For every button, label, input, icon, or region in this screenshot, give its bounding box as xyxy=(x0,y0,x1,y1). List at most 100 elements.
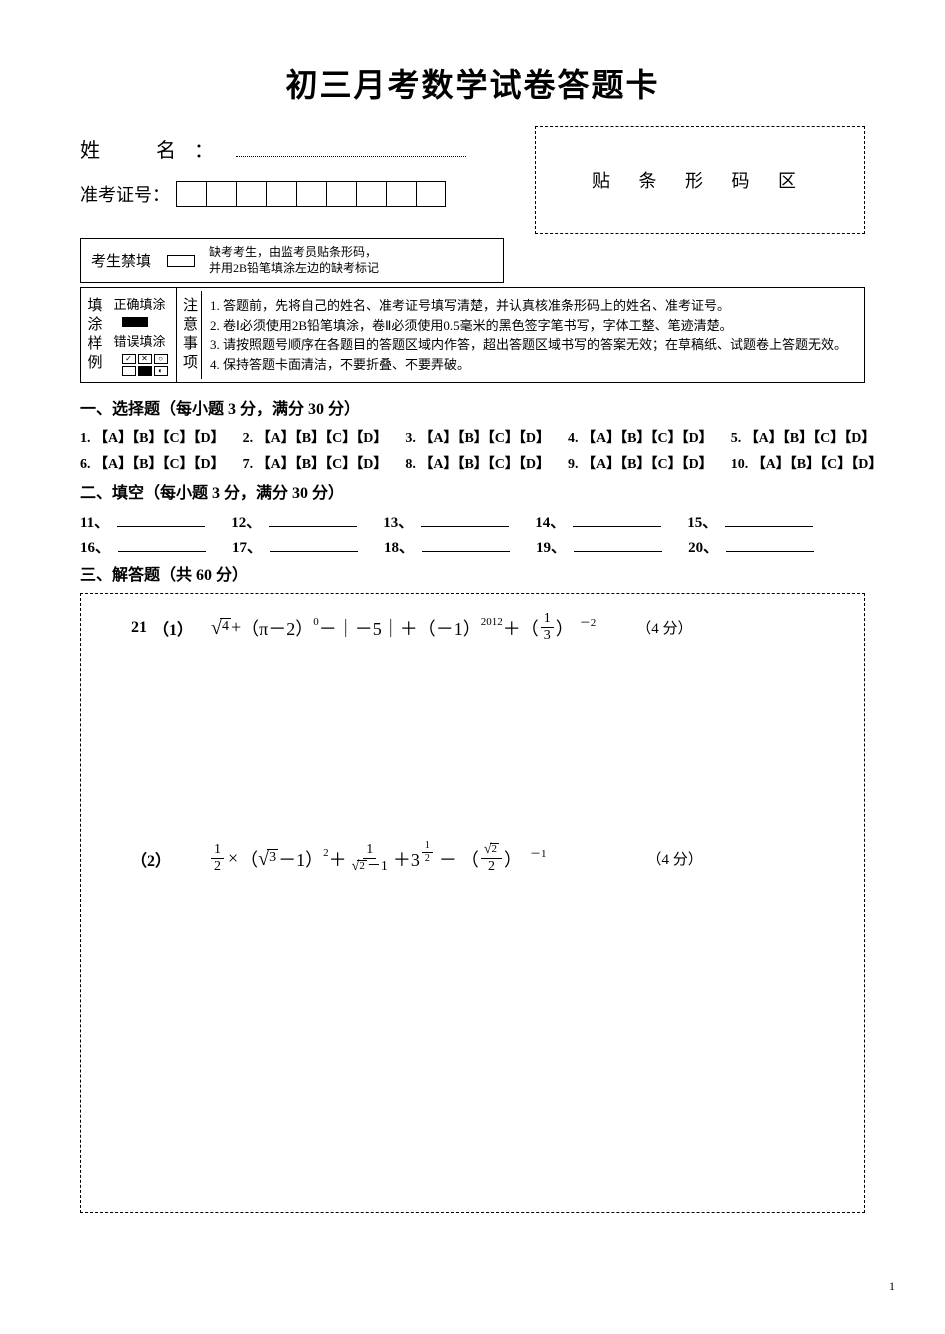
fill-item[interactable]: 17、 xyxy=(232,536,358,557)
ticket-box-3[interactable] xyxy=(236,181,266,207)
mc-line-1: 1. 【A】【B】【C】【D】 2. 【A】【B】【C】【D】 3. 【A】【B】【… xyxy=(80,427,865,447)
mc-item[interactable]: 6. 【A】【B】【C】【D】 xyxy=(80,453,225,473)
m1-neg1: （－1） xyxy=(418,615,481,641)
m2-plus2: ＋3 xyxy=(393,846,420,872)
note-3: 3. 请按照题号顺序在各题目的答题区域内作答，超出答题区域书写的答案无效；在草稿… xyxy=(210,335,847,355)
q21-part1-label: （1） xyxy=(153,616,193,640)
ticket-row: 准考证号： xyxy=(80,181,515,207)
absent-text: 缺考考生，由监考员贴条形码， 并用2B铅笔填涂左边的缺考标记 xyxy=(209,245,379,276)
m2-sq: 2 xyxy=(323,847,329,859)
m1-exp0: 0 xyxy=(313,616,319,628)
m1-exp2012: 2012 xyxy=(481,616,503,628)
fill-wrong-label: 错误填涂 xyxy=(114,331,166,350)
m1-abs: －｜－5｜＋ xyxy=(319,615,418,641)
m2-exp-neg1: －1 xyxy=(530,845,547,861)
m1-frac-1-3: 1 3 xyxy=(541,612,554,643)
m2-plus1: ＋ xyxy=(329,846,347,872)
ticket-boxes[interactable] xyxy=(176,181,446,207)
m1-exp-neg2: －2 xyxy=(580,614,597,630)
wrong-box-empty xyxy=(122,366,136,376)
fill-item[interactable]: 11、 xyxy=(80,511,205,532)
fill-item[interactable]: 20、 xyxy=(688,536,814,557)
wrong-box-x: ✕ xyxy=(138,354,152,364)
m2-minus2: － xyxy=(439,846,457,872)
answer-area[interactable]: 21 （1） √4 + （π－2） 0 －｜－5｜＋ （－1） 2012 ＋ （… xyxy=(80,593,865,1213)
mc-item[interactable]: 4. 【A】【B】【C】【D】 xyxy=(568,427,713,447)
wrong-box-half: ◐ xyxy=(154,366,168,376)
m2-minus1: －1） xyxy=(278,846,323,872)
mc-item[interactable]: 2. 【A】【B】【C】【D】 xyxy=(243,427,388,447)
section1-heading: 一、选择题（每小题 3 分，满分 30 分） xyxy=(80,395,865,419)
name-label: 姓 名： xyxy=(80,134,232,163)
fill-wrong-row: 错误填涂 xyxy=(114,331,168,350)
barcode-area: 贴 条 形 码 区 xyxy=(535,126,865,234)
ticket-box-6[interactable] xyxy=(326,181,356,207)
fill-item[interactable]: 18、 xyxy=(384,536,510,557)
mc-item[interactable]: 1. 【A】【B】【C】【D】 xyxy=(80,427,225,447)
mc-item[interactable]: 8. 【A】【B】【C】【D】 xyxy=(405,453,550,473)
notes-cell: 注意事项 1. 答题前，先将自己的姓名、准考证号填写清楚，并认真核准条形码上的姓… xyxy=(177,288,856,382)
wrong-box-check: ✓ xyxy=(122,354,136,364)
ticket-box-5[interactable] xyxy=(296,181,326,207)
fill-item[interactable]: 13、 xyxy=(383,511,509,532)
fill-item[interactable]: 15、 xyxy=(687,511,813,532)
multiple-choice-block: 1. 【A】【B】【C】【D】 2. 【A】【B】【C】【D】 3. 【A】【B】【… xyxy=(80,427,865,473)
note-2: 2. 卷Ⅰ必须使用2B铅笔填涂，卷Ⅱ必须使用0.5毫米的黑色签字笔书写，字体工整… xyxy=(210,316,847,336)
m1-paren-close: ） xyxy=(556,615,574,641)
ticket-box-7[interactable] xyxy=(356,181,386,207)
fill-item[interactable]: 19、 xyxy=(536,536,662,557)
absent-text-1: 缺考考生，由监考员贴条形码， xyxy=(209,245,377,259)
ticket-box-8[interactable] xyxy=(386,181,416,207)
m2-frac2: 1 √2 －1 xyxy=(349,843,391,874)
ticket-box-2[interactable] xyxy=(206,181,236,207)
fill-item[interactable]: 14、 xyxy=(535,511,661,532)
ticket-label: 准考证号： xyxy=(80,181,170,207)
fill-correct-row: 正确填涂 xyxy=(114,294,168,313)
q21-math2: 1 2 × （ √3 －1） 2 ＋ 1 √2 －1 ＋3 xyxy=(209,843,547,874)
fill-line-1: 11、 12、 13、 14、 15、 xyxy=(80,511,865,532)
fill-wrong-boxes-row: ✓ ✕ ○ ◐ xyxy=(114,354,168,376)
wrong-boxes: ✓ ✕ ○ ◐ xyxy=(122,354,168,376)
mc-item[interactable]: 10. 【A】【B】【C】【D】 xyxy=(731,453,883,473)
sqrt-4: √4 xyxy=(211,618,231,638)
wrong-box-dot xyxy=(138,366,152,376)
mc-item[interactable]: 3. 【A】【B】【C】【D】 xyxy=(405,427,550,447)
ticket-box-9[interactable] xyxy=(416,181,446,207)
q21-part2-row: （2） 1 2 × （ √3 －1） 2 ＋ 1 √2 －1 ＋3 xyxy=(131,843,834,874)
absent-checkbox[interactable] xyxy=(167,255,195,267)
name-input-line[interactable] xyxy=(236,139,466,157)
barcode-label: 贴 条 形 码 区 xyxy=(592,167,808,193)
absent-text-2: 并用2B铅笔填涂左边的缺考标记 xyxy=(209,261,379,275)
name-row: 姓 名： xyxy=(80,134,515,163)
fill-item[interactable]: 16、 xyxy=(80,536,206,557)
m2-times: × xyxy=(228,848,238,869)
m2-paren2: （ xyxy=(461,846,479,872)
m2-sqrt3: √3 xyxy=(258,849,278,869)
mc-item[interactable]: 5. 【A】【B】【C】【D】 xyxy=(731,427,876,447)
notes-vlabel: 注意事项 xyxy=(177,291,203,379)
fill-item[interactable]: 12、 xyxy=(231,511,357,532)
absent-label: 考生禁填 xyxy=(91,250,151,271)
mc-item[interactable]: 9. 【A】【B】【C】【D】 xyxy=(568,453,713,473)
page-number: 1 xyxy=(889,1279,895,1294)
m1-paren-open: （ xyxy=(521,615,539,641)
page-title: 初三月考数学试卷答题卡 xyxy=(80,60,865,106)
ticket-box-1[interactable] xyxy=(176,181,206,207)
absent-row: 考生禁填 缺考考生，由监考员贴条形码， 并用2B铅笔填涂左边的缺考标记 xyxy=(80,238,504,283)
instruction-row: 填涂样例 正确填涂 错误填涂 ✓ ✕ ○ xyxy=(80,287,865,383)
m2-paren2-close: ） xyxy=(504,846,522,872)
note-4: 4. 保持答题卡面清洁，不要折叠、不要弄破。 xyxy=(210,355,847,375)
mc-item[interactable]: 7. 【A】【B】【C】【D】 xyxy=(243,453,388,473)
mc-line-2: 6. 【A】【B】【C】【D】 7. 【A】【B】【C】【D】 8. 【A】【B】【… xyxy=(80,453,865,473)
m1-plus1: + xyxy=(231,617,241,638)
ticket-box-4[interactable] xyxy=(266,181,296,207)
info-header-row: 姓 名： 准考证号： 贴 条 形 码 区 xyxy=(80,126,865,234)
section3-heading: 三、解答题（共 60 分） xyxy=(80,561,865,585)
fill-sample-cell: 填涂样例 正确填涂 错误填涂 ✓ ✕ ○ xyxy=(81,288,177,382)
left-info-block: 姓 名： 准考证号： xyxy=(80,126,515,217)
fill-correct-label: 正确填涂 xyxy=(114,294,166,313)
m2-frac3: √2 2 xyxy=(481,843,502,874)
m1-pi: （π－2） xyxy=(241,615,313,641)
q21-part1-row: 21 （1） √4 + （π－2） 0 －｜－5｜＋ （－1） 2012 ＋ （… xyxy=(131,612,834,643)
q21-pts1: （4 分） xyxy=(636,617,692,638)
